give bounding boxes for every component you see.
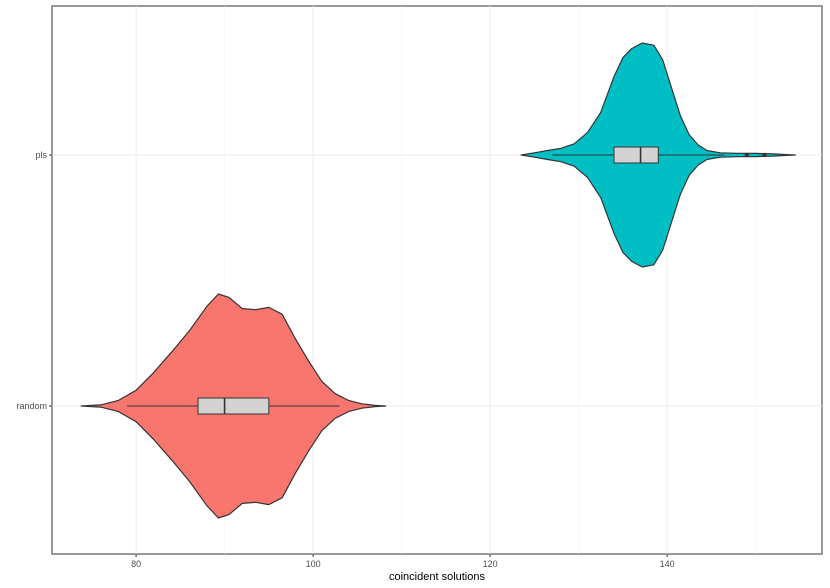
outlier-point-pls [744,152,749,158]
outlier-point-pls [762,152,767,158]
plot-panel [51,5,823,555]
box-pls [613,146,659,164]
x-tick-label: 120 [483,559,498,569]
x-tick-label: 80 [131,559,141,569]
x-axis-title: coincident solutions [389,571,486,583]
violins [80,42,796,519]
y-tick-label: pls [35,150,47,160]
x-tick-label: 140 [660,559,675,569]
x-tick-label: 100 [306,559,321,569]
box-random [197,397,270,415]
axes: 80 100 120 140 pls random [16,150,674,569]
y-tick-label: random [16,401,47,411]
